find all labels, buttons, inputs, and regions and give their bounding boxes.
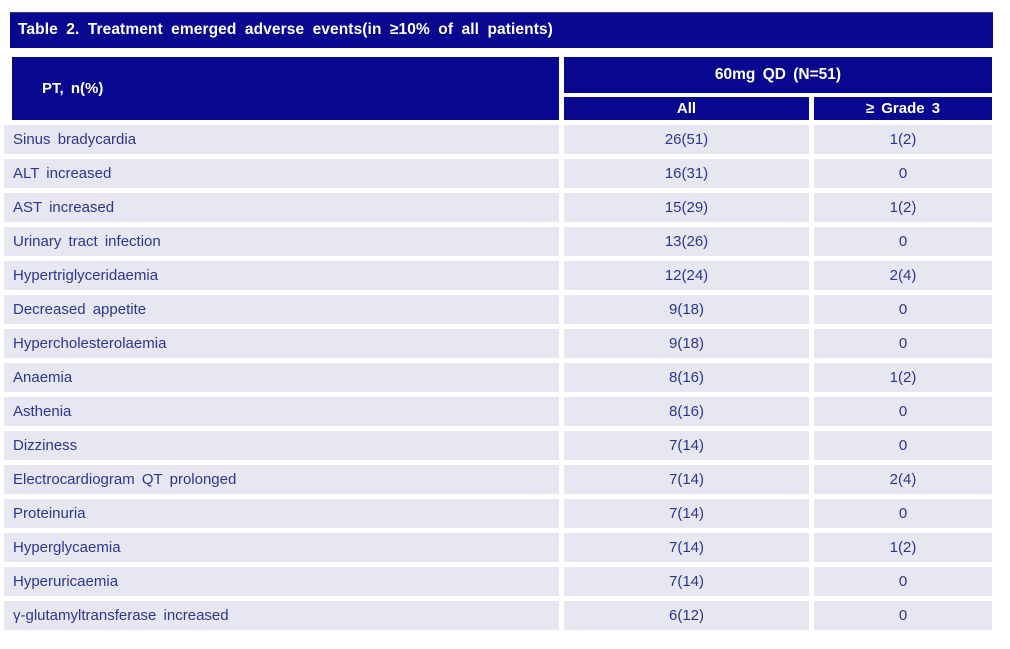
grade3-value-cell: 0 <box>814 397 992 426</box>
table-header: PT, n(%) 60mg QD (N=51) All ≥ Grade 3 <box>12 57 992 120</box>
adverse-event-name-cell: Asthenia <box>4 397 559 426</box>
adverse-event-name-cell: Hypercholesterolaemia <box>4 329 559 358</box>
grade3-value-cell: 1(2) <box>814 125 992 154</box>
column-header-grade3: ≥ Grade 3 <box>814 97 992 120</box>
grade3-value-cell: 2(4) <box>814 465 992 494</box>
adverse-event-name-cell: Hyperuricaemia <box>4 567 559 596</box>
all-grade-value-cell: 7(14) <box>564 499 809 528</box>
adverse-event-name-cell: Hypertriglyceridaemia <box>4 261 559 290</box>
grade3-value-cell: 0 <box>814 159 992 188</box>
adverse-event-name-cell: γ-glutamyltransferase increased <box>4 601 559 630</box>
adverse-event-name-cell: AST increased <box>4 193 559 222</box>
all-grade-value-cell: 6(12) <box>564 601 809 630</box>
adverse-event-name-cell: Anaemia <box>4 363 559 392</box>
grade3-value-cell: 0 <box>814 431 992 460</box>
grade3-value-cell: 1(2) <box>814 363 992 392</box>
adverse-event-name-cell: Hyperglycaemia <box>4 533 559 562</box>
adverse-event-name-cell: ALT increased <box>4 159 559 188</box>
column-header-all: All <box>564 97 809 120</box>
grade3-value-cell: 0 <box>814 227 992 256</box>
table-body: Sinus bradycardia 26(51) 1(2) ALT increa… <box>4 125 992 630</box>
grade3-value-cell: 0 <box>814 601 992 630</box>
adverse-event-name-cell: Urinary tract infection <box>4 227 559 256</box>
adverse-event-name-cell: Dizziness <box>4 431 559 460</box>
all-grade-value-cell: 7(14) <box>564 533 809 562</box>
all-grade-value-cell: 7(14) <box>564 465 809 494</box>
all-grade-value-cell: 8(16) <box>564 397 809 426</box>
adverse-event-name-cell: Sinus bradycardia <box>4 125 559 154</box>
all-grade-value-cell: 9(18) <box>564 329 809 358</box>
all-grade-value-cell: 8(16) <box>564 363 809 392</box>
all-grade-value-cell: 7(14) <box>564 567 809 596</box>
all-grade-value-cell: 7(14) <box>564 431 809 460</box>
grade3-value-cell: 0 <box>814 567 992 596</box>
adverse-event-name-cell: Decreased appetite <box>4 295 559 324</box>
adverse-event-name-cell: Proteinuria <box>4 499 559 528</box>
column-header-pt: PT, n(%) <box>12 57 559 120</box>
grade3-value-cell: 0 <box>814 295 992 324</box>
table-title: Table 2. Treatment emerged adverse event… <box>10 12 993 48</box>
all-grade-value-cell: 13(26) <box>564 227 809 256</box>
grade3-value-cell: 1(2) <box>814 193 992 222</box>
adverse-event-name-cell: Electrocardiogram QT prolonged <box>4 465 559 494</box>
grade3-value-cell: 1(2) <box>814 533 992 562</box>
column-group-header-dose: 60mg QD (N=51) <box>564 57 992 93</box>
all-grade-value-cell: 16(31) <box>564 159 809 188</box>
grade3-value-cell: 2(4) <box>814 261 992 290</box>
grade3-value-cell: 0 <box>814 329 992 358</box>
grade3-value-cell: 0 <box>814 499 992 528</box>
all-grade-value-cell: 12(24) <box>564 261 809 290</box>
all-grade-value-cell: 15(29) <box>564 193 809 222</box>
all-grade-value-cell: 9(18) <box>564 295 809 324</box>
all-grade-value-cell: 26(51) <box>564 125 809 154</box>
